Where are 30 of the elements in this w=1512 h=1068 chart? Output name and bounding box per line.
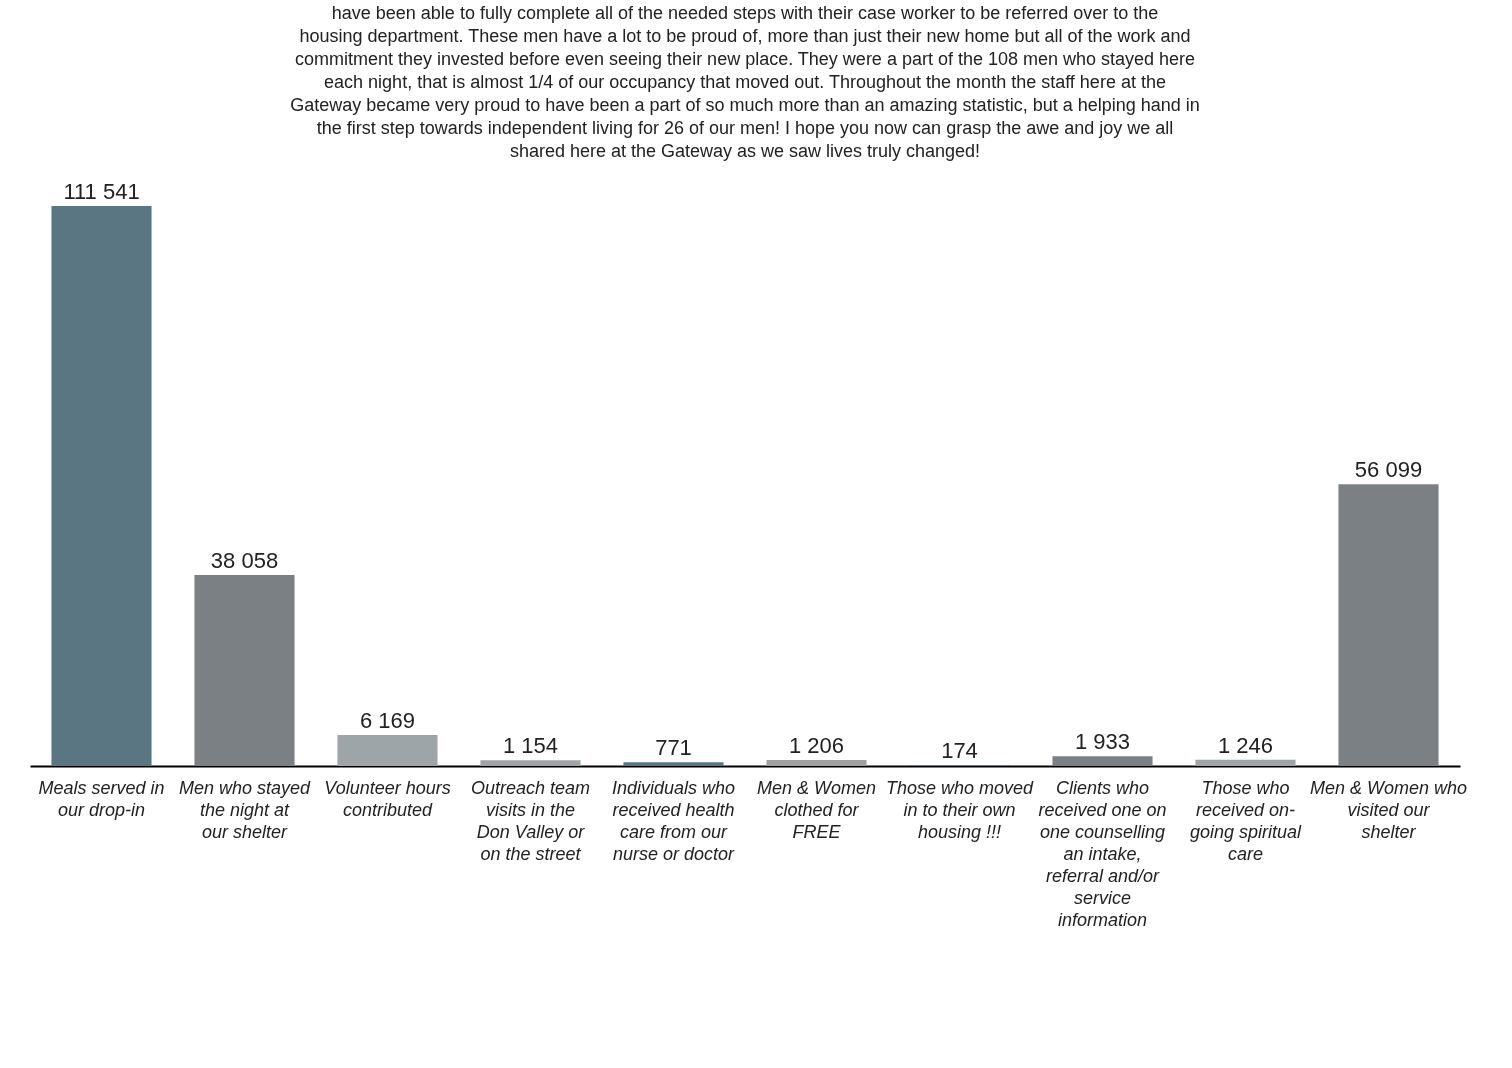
bar xyxy=(480,760,581,766)
x-tick-label: Individuals who received health care from our nurse or doctor xyxy=(611,778,736,864)
data-label: 56 099 xyxy=(1354,457,1423,483)
x-tick-label: Men & Women clothed for FREE xyxy=(756,778,877,842)
bar xyxy=(766,759,867,766)
data-label: 6 169 xyxy=(359,708,416,734)
x-tick-label: Men & Women who visited our shelter xyxy=(1309,778,1468,842)
bar xyxy=(337,735,438,766)
x-tick-label: Men who stayed the night at our shelter xyxy=(178,778,312,842)
bar xyxy=(1195,759,1296,766)
text: have been able to fully complete all of the needed steps with their case worker to be referred over to the housing department. These men have a lot to be proud of, more than just their new home but all of the work and commitment they invested before even seeing their new place. They were a part of the 108 men who stayed here each night, that is almost 1/4 of our occupancy that moved out. Throughout the month the staff here at the Gateway became very proud to have been a part of so much more than an amazing statistic, but a helping hand in the first step towards independent living for 26 of our men! I hope you now can grasp the awe and joy we all shared here at the Gateway as we saw lives truly changed! xyxy=(290,3,1200,161)
x-tick-label: Outreach team visits in the Don Valley or on the street xyxy=(470,778,591,864)
data-label: 771 xyxy=(655,735,692,761)
data-label: 1 933 xyxy=(1074,729,1131,755)
bar xyxy=(1338,484,1439,766)
x-tick-label: Those who moved in to their own housing !!! xyxy=(885,778,1035,842)
x-tick-label: Meals served in our drop-in xyxy=(38,778,165,820)
bar xyxy=(51,206,152,766)
x-tick-label: Those who received on-going spiritual care xyxy=(1189,778,1303,864)
data-label: 1 154 xyxy=(502,733,559,759)
data-label: 1 246 xyxy=(1217,732,1274,758)
bar xyxy=(1052,756,1153,766)
data-label: 38 058 xyxy=(210,547,279,573)
data-label: 1 206 xyxy=(788,732,845,758)
x-tick-label: Volunteer hours contributed xyxy=(324,778,451,820)
data-label: 174 xyxy=(941,738,978,764)
data-label: 111 541 xyxy=(63,179,140,204)
x-tick-label: Clients who received one on one counselling an intake, referral and/or service information xyxy=(1038,778,1167,930)
bar xyxy=(623,762,724,766)
bar xyxy=(194,574,295,766)
